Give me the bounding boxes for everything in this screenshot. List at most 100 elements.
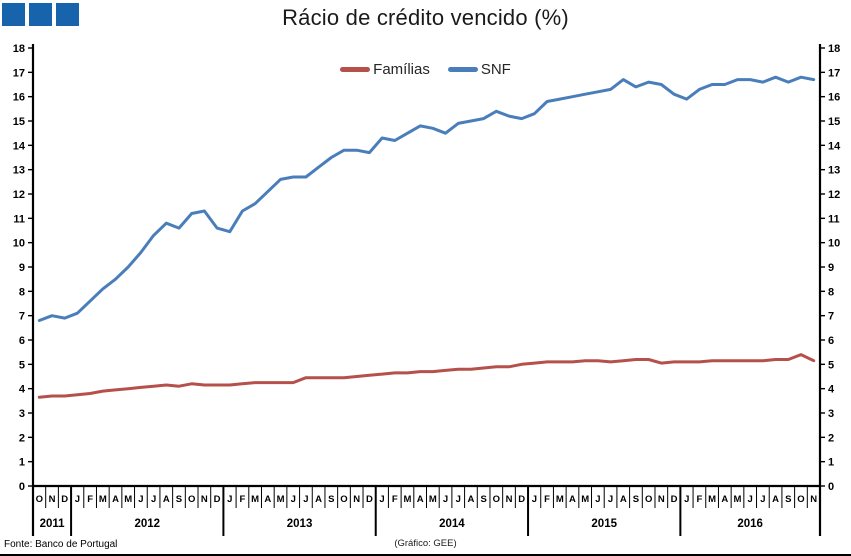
y-tick-label-left: 17 — [13, 67, 25, 79]
y-tick-label-left: 3 — [19, 408, 25, 420]
y-tick-label-right: 12 — [828, 189, 840, 201]
y-tick-label-right: 15 — [828, 116, 840, 128]
month-label: J — [75, 494, 80, 505]
month-label: A — [163, 494, 170, 505]
month-label: O — [188, 494, 195, 505]
y-tick-label-right: 14 — [828, 140, 841, 152]
chart-title: Rácio de crédito vencido (%) — [282, 5, 569, 30]
month-label: N — [810, 494, 817, 505]
month-label: S — [785, 494, 791, 505]
blue-square-icon — [29, 3, 52, 26]
year-label: 2016 — [737, 518, 763, 530]
y-tick-label-left: 0 — [19, 481, 25, 493]
month-label: D — [214, 494, 221, 505]
month-label: J — [291, 494, 296, 505]
month-label: D — [61, 494, 68, 505]
year-label: 2012 — [134, 518, 160, 530]
y-tick-label-right: 10 — [828, 238, 840, 250]
y-tick-label-right: 11 — [828, 213, 840, 225]
logo-squares — [2, 3, 79, 26]
month-label: N — [201, 494, 208, 505]
month-label: A — [315, 494, 322, 505]
month-label: M — [403, 494, 411, 505]
familias-series-line — [37, 353, 816, 399]
year-label: 2015 — [591, 518, 617, 530]
month-label: J — [684, 494, 689, 505]
y-tick-label-right: 18 — [828, 43, 840, 55]
month-label: M — [124, 494, 132, 505]
y-tick-label-right: 1 — [828, 457, 834, 469]
month-label: O — [645, 494, 652, 505]
month-label: D — [518, 494, 525, 505]
month-label: M — [556, 494, 564, 505]
y-tick-label-left: 8 — [19, 286, 25, 298]
snf-line-swatch — [447, 67, 478, 72]
month-label: J — [227, 494, 232, 505]
month-label: D — [366, 494, 373, 505]
year-label: 2013 — [287, 518, 313, 530]
month-label: S — [480, 494, 486, 505]
chart-source: Fonte: Banco de Portugal — [4, 539, 118, 550]
month-label: A — [721, 494, 728, 505]
month-label: J — [151, 494, 156, 505]
month-label: S — [328, 494, 334, 505]
month-label: M — [277, 494, 285, 505]
y-tick-label-left: 7 — [19, 311, 25, 323]
month-label: O — [493, 494, 500, 505]
month-label: M — [251, 494, 259, 505]
y-tick-label-right: 6 — [828, 335, 834, 347]
legend-item-familias: Famílias — [340, 61, 430, 78]
month-label: S — [176, 494, 182, 505]
blue-square-icon — [2, 3, 25, 26]
month-label: M — [99, 494, 107, 505]
y-tick-label-left: 6 — [19, 335, 25, 347]
y-tick-label-left: 15 — [13, 116, 25, 128]
snf-series-line — [37, 75, 816, 322]
y-tick-label-left: 1 — [19, 457, 25, 469]
month-label: F — [392, 494, 398, 505]
y-tick-label-left: 16 — [13, 92, 25, 104]
y-tick-label-left: 2 — [19, 432, 25, 444]
legend-label-familias: Famílias — [373, 61, 430, 78]
blue-square-icon — [56, 3, 79, 26]
y-tick-label-right: 9 — [828, 262, 834, 274]
year-label: 2014 — [439, 518, 465, 530]
legend: Famílias SNF — [0, 61, 851, 78]
familias-line-swatch — [340, 67, 371, 72]
y-tick-label-right: 17 — [828, 67, 840, 79]
month-label: J — [595, 494, 600, 505]
month-label: F — [240, 494, 246, 505]
month-label: S — [633, 494, 639, 505]
month-label: J — [532, 494, 537, 505]
y-tick-label-right: 8 — [828, 286, 834, 298]
month-label: A — [112, 494, 119, 505]
month-label: F — [87, 494, 93, 505]
month-label: A — [772, 494, 779, 505]
month-label: A — [417, 494, 424, 505]
month-label: A — [467, 494, 474, 505]
year-labels: 2011 2012 2013 2014 2015 2016 — [40, 518, 763, 530]
y-tick-label-left: 18 — [13, 43, 25, 55]
month-label: N — [658, 494, 665, 505]
y-tick-label-left: 9 — [19, 262, 25, 274]
month-label: A — [264, 494, 271, 505]
month-label: J — [760, 494, 765, 505]
y-tick-label-left: 11 — [13, 213, 25, 225]
month-label: J — [443, 494, 448, 505]
chart-credit: (Gráfico: GEE) — [394, 538, 457, 549]
year-label: 2011 — [40, 518, 66, 530]
month-label: M — [734, 494, 742, 505]
y-tick-label-right: 13 — [828, 165, 840, 177]
y-tick-label-right: 16 — [828, 92, 840, 104]
y-tick-label-right: 7 — [828, 311, 834, 323]
month-label: J — [608, 494, 613, 505]
month-separators — [32, 486, 821, 536]
y-tick-label-right: 0 — [828, 481, 834, 493]
legend-item-snf: SNF — [447, 61, 511, 78]
month-label: O — [340, 494, 347, 505]
y-tick-label-right: 5 — [828, 359, 834, 371]
month-label: O — [36, 494, 43, 505]
